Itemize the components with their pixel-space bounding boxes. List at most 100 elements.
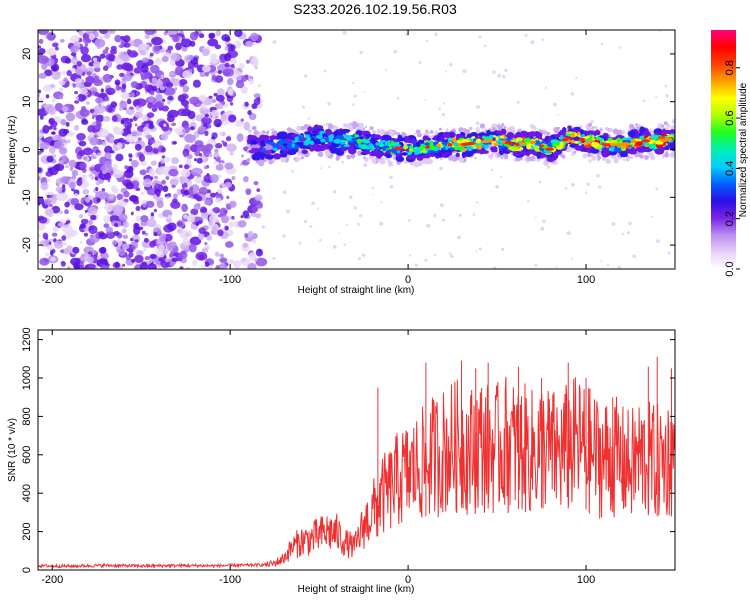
noise-speckle — [146, 112, 155, 118]
noise-speckle — [213, 92, 218, 97]
noise-speckle — [166, 99, 171, 105]
noise-speckle — [204, 70, 210, 77]
track-core — [260, 140, 265, 145]
noise-speckle — [606, 264, 610, 267]
noise-speckle — [389, 175, 393, 180]
noise-speckle — [111, 169, 124, 178]
noise-speckle — [89, 137, 99, 146]
noise-speckle — [38, 30, 49, 36]
noise-speckle — [229, 200, 237, 208]
noise-speckle — [138, 104, 142, 108]
noise-speckle — [409, 254, 412, 257]
noise-speckle — [170, 200, 181, 209]
noise-speckle — [130, 211, 134, 216]
noise-speckle — [327, 102, 331, 106]
noise-speckle — [48, 241, 52, 245]
noise-speckle — [476, 201, 479, 204]
noise-speckle — [458, 213, 462, 217]
noise-speckle — [170, 52, 181, 62]
track-halo — [669, 152, 675, 158]
track-core — [419, 141, 425, 144]
track-core — [526, 144, 532, 150]
noise-speckle — [49, 238, 53, 242]
noise-speckle — [59, 39, 65, 43]
noise-speckle — [193, 203, 201, 210]
noise-speckle — [122, 263, 126, 267]
noise-speckle — [143, 237, 149, 243]
track-halo — [605, 158, 611, 164]
noise-speckle — [257, 201, 263, 209]
noise-speckle — [64, 201, 70, 208]
noise-speckle — [116, 193, 124, 201]
noise-speckle — [121, 83, 127, 90]
noise-speckle — [585, 191, 588, 194]
track-core — [403, 144, 408, 150]
track-halo — [458, 127, 464, 133]
track-halo — [488, 145, 492, 149]
noise-speckle — [282, 234, 286, 238]
track-body — [397, 134, 403, 142]
track-body — [478, 150, 489, 154]
noise-speckle — [177, 108, 188, 117]
noise-speckle — [201, 247, 209, 253]
noise-speckle — [236, 75, 242, 81]
y-tick-label: 1200 — [21, 327, 33, 351]
noise-speckle — [342, 30, 347, 35]
noise-speckle — [601, 43, 604, 46]
noise-speckle — [128, 167, 133, 171]
track-body — [546, 156, 555, 163]
noise-speckle — [47, 167, 53, 172]
noise-speckle — [190, 208, 199, 216]
noise-speckle — [93, 66, 101, 73]
noise-speckle — [59, 147, 68, 155]
track-halo — [262, 130, 266, 134]
track-core — [310, 133, 317, 137]
track-halo — [587, 152, 592, 158]
noise-speckle — [223, 103, 229, 108]
track-core — [648, 143, 656, 150]
track-body — [273, 153, 282, 160]
track-body — [669, 142, 675, 147]
noise-speckle — [380, 201, 383, 204]
noise-speckle — [242, 242, 248, 248]
track-core — [424, 142, 430, 146]
noise-speckle — [632, 254, 637, 259]
noise-speckle — [598, 185, 602, 189]
track-halo — [247, 128, 252, 133]
noise-speckle — [138, 154, 146, 162]
noise-speckle — [210, 229, 216, 235]
track-hotspot — [620, 142, 631, 146]
noise-speckle — [167, 95, 174, 101]
track-halo — [602, 156, 607, 161]
track-core — [635, 141, 643, 146]
track-body — [627, 130, 637, 138]
track-core — [331, 144, 340, 148]
noise-speckle — [166, 196, 170, 200]
noise-speckle — [194, 176, 203, 184]
colorbar: 0.0 0.2 0.4 0.6 0.8 Normalized spectral ampl… — [711, 30, 749, 277]
x-tick-label: 0 — [405, 574, 411, 586]
noise-speckle — [184, 186, 188, 190]
noise-speckle — [201, 64, 211, 73]
noise-speckle — [46, 155, 54, 163]
noise-speckle — [162, 185, 169, 193]
track-body — [601, 147, 607, 153]
noise-speckle — [142, 203, 147, 208]
track-core — [452, 137, 457, 143]
noise-speckle — [99, 53, 106, 59]
noise-speckle — [600, 260, 603, 263]
track-halo — [429, 130, 434, 134]
noise-speckle — [214, 148, 219, 153]
noise-speckle — [88, 206, 98, 215]
noise-speckle — [163, 156, 171, 163]
noise-speckle — [544, 86, 548, 89]
noise-speckle — [211, 116, 216, 120]
colorbar-ticks: 0.0 0.2 0.4 0.6 0.8 — [724, 60, 740, 277]
noise-speckle — [96, 197, 101, 203]
noise-speckle — [206, 235, 213, 241]
noise-speckle — [60, 176, 71, 184]
spectrogram-y-label: Frequency (Hz) — [7, 116, 18, 185]
snr-panel: -200 -100 0 100 0 200 400 600 800 1000 1200 Heigh… — [7, 327, 676, 595]
noise-speckle — [160, 147, 166, 153]
track-core — [303, 142, 310, 146]
